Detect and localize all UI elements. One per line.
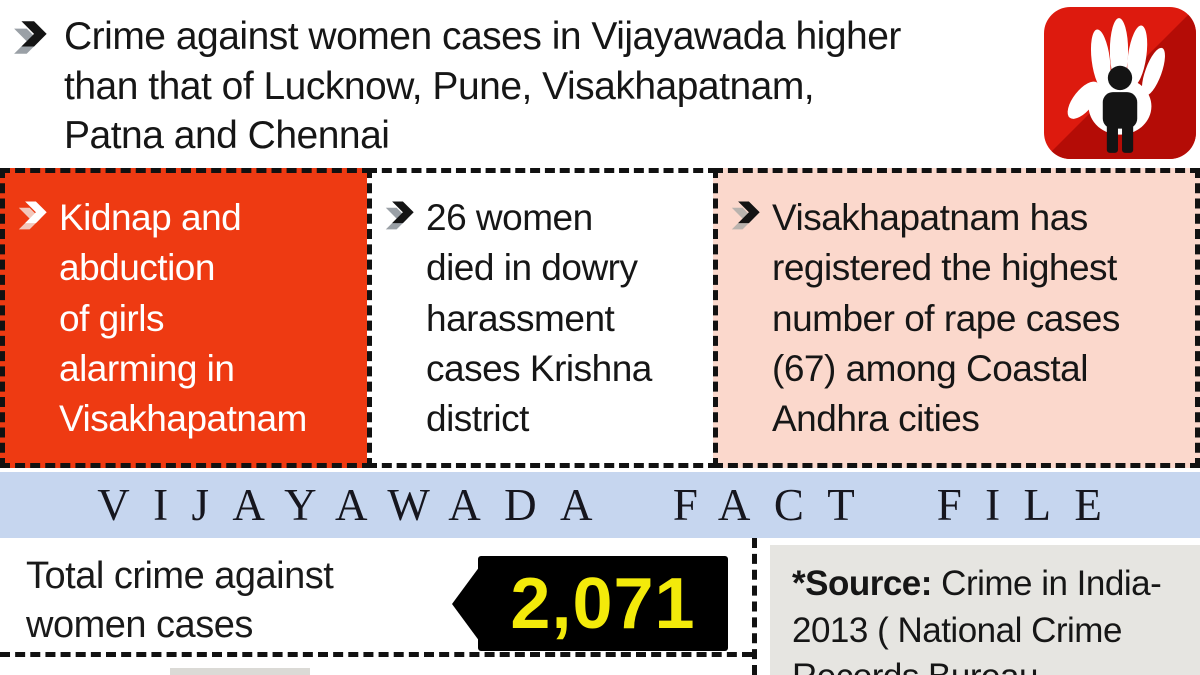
source-box: *Source: Crime in India-2013 ( National … <box>770 545 1200 675</box>
fact-boxes-row: Kidnap and abduction of girls alarming i… <box>0 168 1200 468</box>
source-prefix: *Source: <box>792 564 932 603</box>
headline-block: Crime against women cases in Vijayawada … <box>12 12 1032 161</box>
person-silhouette <box>1102 65 1138 153</box>
fact-box-text: Kidnap and abduction of girls alarming i… <box>59 197 307 440</box>
horizontal-dashed-divider <box>0 652 752 657</box>
source-text: *Source: Crime in India-2013 ( National … <box>792 561 1190 675</box>
fact-box-rape: Visakhapatnam has registered the highest… <box>713 168 1200 468</box>
chevron-bullet-icon <box>18 201 47 230</box>
vertical-dashed-divider <box>752 538 757 675</box>
header-section: Crime against women cases in Vijayawada … <box>0 0 1200 168</box>
source-body: Crime in India-2013 ( National Crime Rec… <box>792 564 1162 675</box>
fact-box-kidnap: Kidnap and abduction of girls alarming i… <box>0 168 372 468</box>
banner-title: VIJAYAWADA FACT FILE <box>97 480 1126 530</box>
fact-file-banner: VIJAYAWADA FACT FILE <box>0 472 1200 538</box>
fact-box-text: 26 women died in dowry harassment cases … <box>426 197 652 440</box>
total-crime-value: 2,071 <box>510 563 696 644</box>
fact-box-text: Visakhapatnam has registered the highest… <box>772 197 1120 440</box>
fact-box-dowry: 26 women died in dowry harassment cases … <box>367 168 718 468</box>
stop-violence-icon <box>1044 7 1196 159</box>
pointer-icon <box>452 566 480 642</box>
cutoff-next-row <box>170 668 310 675</box>
bottom-section: Total crime against women cases 2,071 *S… <box>0 538 1200 675</box>
chevron-bullet-icon <box>731 201 760 230</box>
total-crime-value-box: 2,071 <box>478 556 728 651</box>
total-crime-label: Total crime against women cases <box>26 555 334 646</box>
headline-text: Crime against women cases in Vijayawada … <box>64 15 901 158</box>
chevron-bullet-icon <box>14 21 47 54</box>
chevron-bullet-icon <box>385 201 414 230</box>
